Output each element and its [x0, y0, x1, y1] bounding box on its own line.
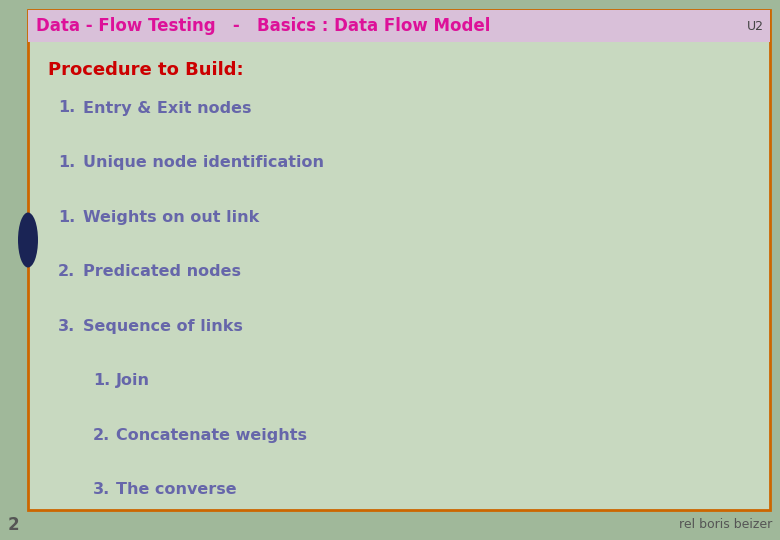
Ellipse shape [18, 213, 38, 267]
Text: 1.: 1. [58, 210, 75, 225]
Text: 3.: 3. [93, 483, 110, 497]
Text: Data - Flow Testing   -   Basics : Data Flow Model: Data - Flow Testing - Basics : Data Flow… [36, 17, 491, 35]
Text: U2: U2 [747, 19, 764, 32]
Text: The converse: The converse [116, 483, 236, 497]
FancyBboxPatch shape [28, 10, 770, 42]
Text: 1.: 1. [58, 100, 75, 116]
FancyBboxPatch shape [28, 10, 770, 510]
Text: Sequence of links: Sequence of links [83, 319, 243, 334]
Text: 1.: 1. [58, 155, 75, 170]
Text: 3.: 3. [58, 319, 75, 334]
Text: rel boris beizer: rel boris beizer [679, 518, 772, 531]
Text: Concatenate weights: Concatenate weights [116, 428, 307, 443]
Text: Entry & Exit nodes: Entry & Exit nodes [83, 100, 251, 116]
Text: Weights on out link: Weights on out link [83, 210, 259, 225]
Text: Procedure to Build:: Procedure to Build: [48, 61, 243, 79]
Text: Unique node identification: Unique node identification [83, 155, 324, 170]
Text: 2.: 2. [93, 428, 110, 443]
Text: 2.: 2. [58, 264, 75, 279]
Text: Join: Join [116, 373, 150, 388]
Text: 2: 2 [8, 516, 20, 534]
Text: 1.: 1. [93, 373, 110, 388]
Text: Predicated nodes: Predicated nodes [83, 264, 241, 279]
